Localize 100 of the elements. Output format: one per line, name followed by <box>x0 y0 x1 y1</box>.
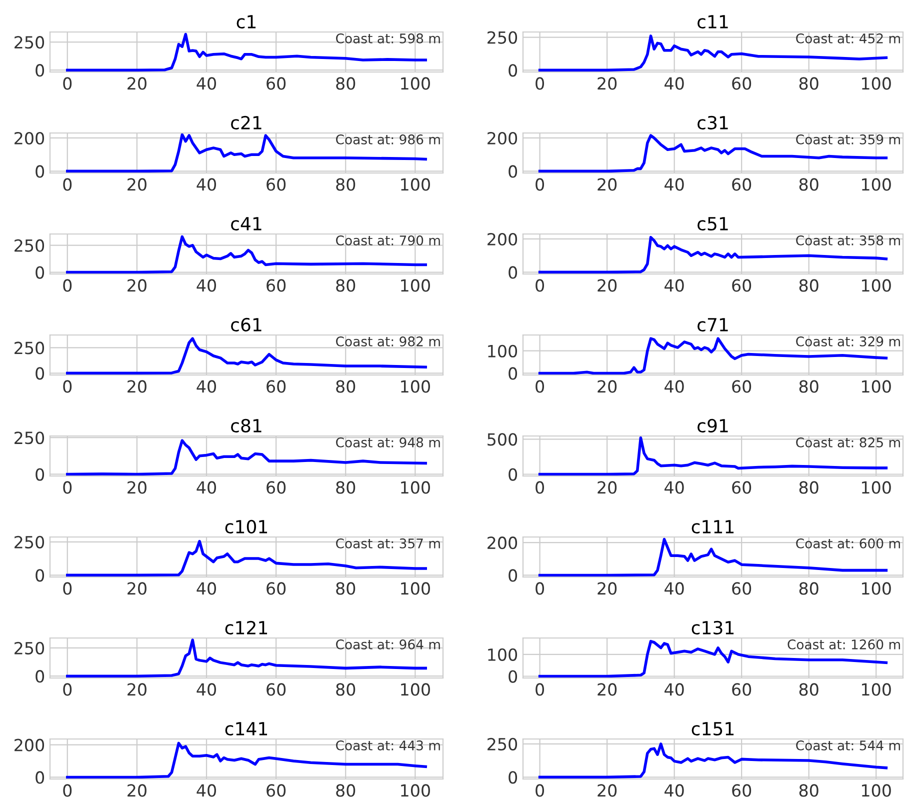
x-tick-label: 0 <box>536 481 544 494</box>
x-tick-label: 80 <box>799 784 818 797</box>
chart-title: c31 <box>698 116 728 130</box>
x-tick-label: 100 <box>862 380 891 393</box>
x-tick-label: 100 <box>862 683 891 696</box>
line-series <box>66 32 427 72</box>
line-series <box>66 235 427 274</box>
annotation: Coast at: 358 m <box>796 235 900 246</box>
annotation: Coast at: 948 m <box>336 437 440 448</box>
line-series <box>538 134 888 173</box>
y-tick-label: 250 <box>488 738 518 750</box>
chart-title: c61 <box>231 318 262 332</box>
annotation: Coast at: 600 m <box>796 538 900 548</box>
chart-title: c111 <box>692 520 734 534</box>
line-series <box>66 439 427 476</box>
x-tick-label: 60 <box>732 77 752 90</box>
x-tick-label: 100 <box>862 279 891 292</box>
x-tick-label: 60 <box>266 582 286 595</box>
x-tick-label: 100 <box>862 784 891 797</box>
x-tick-label: 100 <box>862 481 891 494</box>
chart-title: c151 <box>692 722 734 736</box>
x-tick-label: 20 <box>128 279 146 292</box>
chart-title: c41 <box>231 217 262 230</box>
x-tick-label: 0 <box>63 784 72 797</box>
x-tick-label: 0 <box>536 582 544 595</box>
y-tick-label: 0 <box>36 266 44 279</box>
x-tick-label: 60 <box>732 279 752 292</box>
x-tick-label: 100 <box>401 481 430 494</box>
x-tick-label: 40 <box>196 380 216 393</box>
x-tick-label: 0 <box>536 683 544 696</box>
x-tick-label: 20 <box>128 380 146 393</box>
chart-title: c51 <box>698 217 728 230</box>
y-tick-label: 0 <box>36 64 44 77</box>
line-series <box>538 236 888 274</box>
annotation: Coast at: 964 m <box>336 639 440 650</box>
line-series <box>538 34 888 72</box>
x-tick-label: 0 <box>63 481 72 494</box>
chart-title: c71 <box>698 318 728 332</box>
x-tick-label: 0 <box>536 77 544 90</box>
x-tick-label: 100 <box>401 77 430 90</box>
x-tick-label: 0 <box>63 380 72 393</box>
x-tick-label: 80 <box>799 178 818 191</box>
x-tick-label: 0 <box>63 178 72 191</box>
x-tick-label: 80 <box>799 582 818 595</box>
x-tick-label: 80 <box>336 784 356 797</box>
x-tick-label: 40 <box>196 582 216 595</box>
x-tick-label: 20 <box>598 178 617 191</box>
chart-title: c1 <box>236 15 256 28</box>
x-tick-label: 100 <box>401 279 430 292</box>
y-tick-label: 0 <box>36 367 44 380</box>
x-tick-label: 0 <box>536 279 544 292</box>
x-tick-label: 100 <box>401 683 430 696</box>
y-tick-label: 200 <box>488 132 518 145</box>
chart-title: c131 <box>692 620 734 634</box>
line-series <box>66 337 427 375</box>
chart-title: c141 <box>225 722 268 736</box>
x-tick-label: 20 <box>598 481 617 494</box>
chart-title: c121 <box>225 620 268 634</box>
y-tick-label: 0 <box>508 266 518 279</box>
x-tick-label: 100 <box>401 582 430 595</box>
x-tick-label: 40 <box>664 481 684 494</box>
line-series <box>66 638 427 678</box>
x-tick-label: 0 <box>63 279 72 292</box>
x-tick-label: 80 <box>799 380 818 393</box>
y-tick-label: 200 <box>14 132 44 145</box>
x-tick-label: 20 <box>128 178 146 191</box>
y-tick-label: 0 <box>508 367 518 380</box>
x-tick-label: 80 <box>336 77 356 90</box>
x-tick-label: 100 <box>862 178 891 191</box>
annotation: Coast at: 452 m <box>796 33 900 44</box>
y-tick-label: 250 <box>14 36 44 49</box>
x-tick-label: 60 <box>732 784 752 797</box>
x-tick-label: 20 <box>598 683 617 696</box>
y-tick-label: 0 <box>508 64 518 77</box>
x-tick-label: 40 <box>664 380 684 393</box>
y-tick-label: 0 <box>508 165 518 178</box>
x-tick-label: 80 <box>336 582 356 595</box>
x-tick-label: 60 <box>732 380 752 393</box>
chart-title: c81 <box>231 418 262 432</box>
x-tick-label: 0 <box>536 784 544 797</box>
x-tick-label: 0 <box>63 582 72 595</box>
annotation: Coast at: 357 m <box>336 538 440 548</box>
x-tick-label: 60 <box>732 683 752 696</box>
x-tick-label: 60 <box>732 178 752 191</box>
y-tick-label: 250 <box>14 536 44 548</box>
y-tick-label: 0 <box>508 569 518 582</box>
x-tick-label: 60 <box>266 380 286 393</box>
y-tick-label: 100 <box>488 344 518 358</box>
x-tick-label: 60 <box>266 77 286 90</box>
y-tick-label: 200 <box>14 738 44 752</box>
x-tick-label: 20 <box>128 481 146 494</box>
x-tick-label: 60 <box>266 784 286 797</box>
x-tick-label: 40 <box>664 178 684 191</box>
line-series <box>538 538 888 577</box>
annotation: Coast at: 982 m <box>336 336 440 346</box>
x-tick-label: 80 <box>336 683 356 696</box>
x-tick-label: 80 <box>336 279 356 292</box>
x-tick-label: 20 <box>598 582 617 595</box>
x-tick-label: 40 <box>664 784 684 797</box>
x-tick-label: 100 <box>401 784 430 797</box>
